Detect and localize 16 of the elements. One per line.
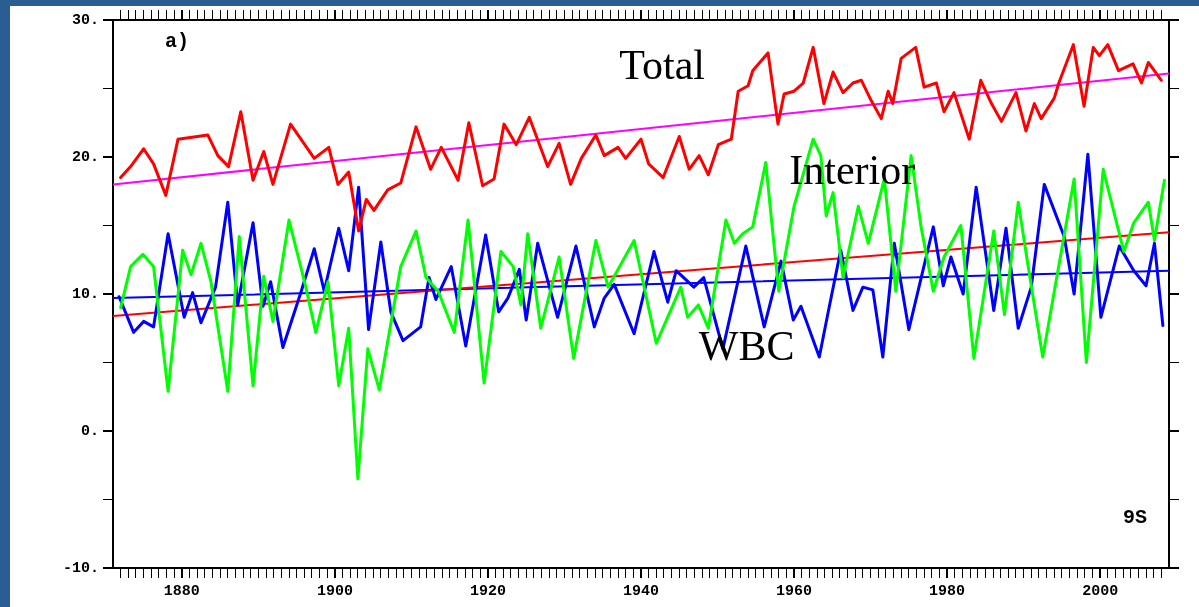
annotation: 9S: [1122, 506, 1147, 530]
y-tick-label: 10.: [71, 285, 99, 303]
y-tick-label: 20.: [71, 148, 99, 166]
y-tick-label: 0.: [80, 422, 99, 440]
x-tick-label: 1960: [776, 582, 813, 600]
series-label: Total: [619, 41, 705, 88]
annotation: a): [165, 30, 190, 54]
x-tick-label: 1900: [316, 582, 353, 600]
series-label: WBC: [698, 322, 795, 369]
x-tick-label: 1940: [622, 582, 660, 600]
x-tick-label: 1980: [929, 582, 966, 600]
x-tick-label: 1880: [163, 582, 200, 600]
y-tick-label: -10.: [62, 559, 99, 577]
x-tick-label: 2000: [1082, 582, 1119, 600]
x-tick-label: 1920: [469, 582, 506, 600]
y-tick-label: 30.: [71, 11, 99, 29]
